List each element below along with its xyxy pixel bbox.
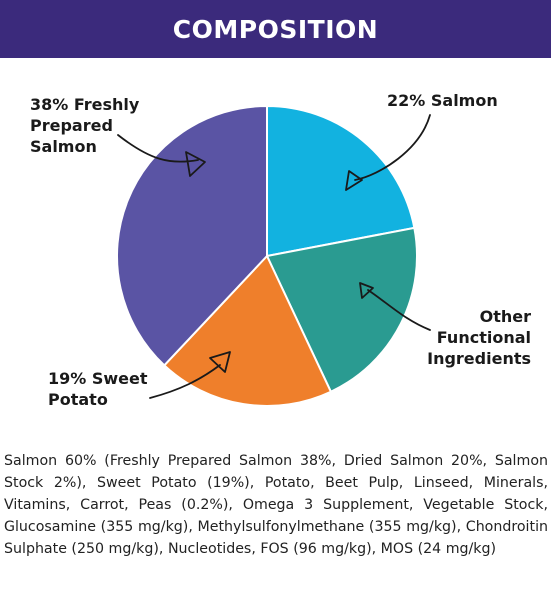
pie-slice-3 [116, 104, 268, 367]
arrow-salmon22 [354, 114, 431, 181]
arrow-head-salmon22 [345, 170, 363, 191]
ingredients-text: Salmon 60% (Freshly Prepared Salmon 38%,… [4, 453, 548, 557]
label-other-functional-ingredients: Other Functional Ingredients [427, 306, 531, 369]
pie-slice-0 [266, 104, 416, 258]
arrow-freshly-prepared [117, 134, 199, 163]
pie-chart [116, 104, 431, 407]
arrow-head-other [359, 282, 374, 299]
label-line: 19% Sweet [48, 369, 148, 388]
header-banner: COMPOSITION [0, 0, 551, 58]
arrow-head-potato [209, 351, 231, 373]
label-line: Potato [48, 390, 108, 409]
label-line: 38% Freshly [30, 95, 140, 114]
pie-slice-1 [265, 226, 418, 394]
label-line: Salmon [30, 137, 97, 156]
label-line: Prepared [30, 116, 113, 135]
label-freshly-prepared-salmon: 38% Freshly Prepared Salmon [30, 94, 139, 157]
label-sweet-potato: 19% Sweet Potato [48, 368, 148, 410]
label-line: Other [479, 307, 531, 326]
label-line: Functional [436, 328, 531, 347]
label-line: Ingredients [427, 349, 531, 368]
arrow-potato [149, 364, 221, 399]
label-line: 22% Salmon [387, 91, 498, 110]
page-title: COMPOSITION [172, 14, 379, 44]
pie-slice-2 [162, 254, 333, 407]
arrow-other [367, 289, 431, 331]
arrow-head-freshly-prepared [185, 151, 206, 177]
label-salmon-22: 22% Salmon [387, 90, 498, 111]
